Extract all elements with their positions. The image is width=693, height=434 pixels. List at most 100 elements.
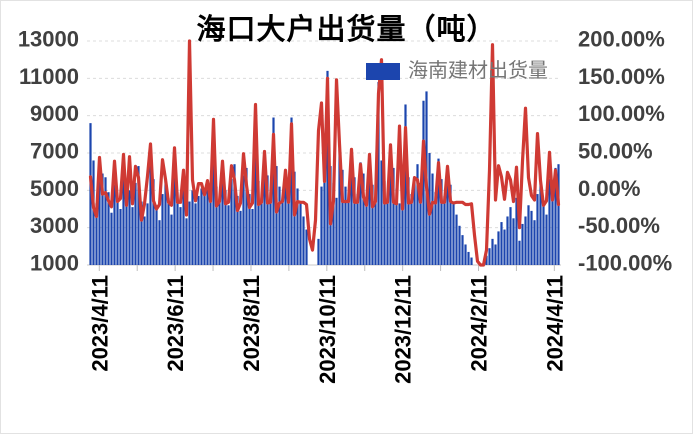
- bar: [503, 229, 506, 265]
- bar: [506, 216, 509, 265]
- y-axis-label-right: 50.00%: [578, 139, 653, 164]
- bar: [305, 229, 308, 265]
- bar: [272, 117, 275, 265]
- y-axis-label-right: -50.00%: [578, 213, 660, 238]
- bar: [518, 240, 521, 265]
- y-axis-label-left: 3000: [30, 213, 79, 238]
- bar: [221, 169, 224, 265]
- bar: [542, 203, 545, 265]
- bar: [254, 156, 257, 265]
- bar: [119, 209, 122, 265]
- bar: [188, 201, 191, 265]
- bar: [362, 173, 365, 265]
- bar: [89, 123, 92, 265]
- bar: [260, 197, 263, 265]
- x-axis-label: 2024/2/11: [467, 275, 492, 372]
- bar: [299, 203, 302, 265]
- bar: [122, 173, 125, 265]
- bar: [197, 195, 200, 265]
- y-axis-label-left: 1000: [30, 251, 79, 276]
- bar: [263, 153, 266, 265]
- bar: [179, 207, 182, 265]
- bar: [116, 199, 119, 265]
- bar: [416, 164, 419, 265]
- bar: [365, 195, 368, 265]
- bar: [335, 197, 338, 265]
- bar: [494, 244, 497, 265]
- bar: [128, 190, 131, 265]
- bar: [209, 197, 212, 265]
- bar: [296, 188, 299, 265]
- x-axis-label: 2023/12/11: [391, 275, 416, 384]
- bar: [140, 201, 143, 265]
- legend-series-label: 海南建材出货量: [408, 60, 548, 82]
- bar: [398, 203, 401, 265]
- bar: [359, 162, 362, 265]
- bar: [137, 166, 140, 265]
- legend-swatch-icon: [366, 62, 400, 80]
- bar: [275, 166, 278, 265]
- y-axis-label-left: 11000: [19, 64, 79, 89]
- bar: [371, 184, 374, 265]
- bar: [239, 210, 242, 265]
- bar: [437, 158, 440, 265]
- bar: [434, 192, 437, 265]
- bar: [467, 251, 470, 265]
- bar: [440, 179, 443, 265]
- bar: [248, 194, 251, 265]
- line-series: [88, 39, 561, 267]
- bar: [389, 145, 392, 265]
- y-axis-label-right: 150.00%: [578, 64, 665, 89]
- bar: [374, 199, 377, 265]
- bar: [488, 248, 491, 265]
- bar: [386, 197, 389, 265]
- bar: [320, 186, 323, 265]
- bar: [380, 160, 383, 265]
- y-axis-label-left: 7000: [30, 139, 79, 164]
- bar: [245, 167, 248, 265]
- bar: [332, 182, 335, 265]
- bar: [323, 175, 326, 265]
- bar: [422, 100, 425, 265]
- bar: [176, 192, 179, 265]
- bar: [317, 238, 320, 265]
- bar: [107, 192, 110, 265]
- bar: [326, 70, 329, 266]
- bar: [287, 195, 290, 265]
- bar: [251, 209, 254, 265]
- bar: [485, 255, 488, 265]
- bar: [377, 82, 380, 265]
- bar: [236, 195, 239, 265]
- bar: [491, 238, 494, 265]
- bar: [92, 160, 95, 265]
- bar: [530, 210, 533, 265]
- bar: [212, 160, 215, 265]
- bar: [353, 177, 356, 265]
- bar: [269, 192, 272, 265]
- bar: [341, 169, 344, 265]
- y-axis-label-right: -100.00%: [578, 251, 672, 276]
- bar: [446, 167, 449, 265]
- bar: [497, 231, 500, 265]
- bar: [515, 197, 518, 265]
- x-axis-label: 2023/6/11: [163, 275, 188, 372]
- bar: [383, 181, 386, 265]
- bar: [410, 194, 413, 265]
- bar: [203, 194, 206, 265]
- bar: [338, 149, 341, 265]
- bar: [419, 182, 422, 265]
- bar: [461, 235, 464, 265]
- legend: 海南建材出货量: [366, 61, 548, 81]
- bar: [524, 216, 527, 265]
- bar: [113, 184, 116, 265]
- bar: [146, 203, 149, 265]
- bar: [257, 181, 260, 265]
- y-axis-label-left: 9000: [30, 101, 79, 126]
- bar: [539, 182, 542, 265]
- bar: [242, 175, 245, 265]
- bar: [395, 188, 398, 265]
- bar: [350, 156, 353, 265]
- bar: [458, 225, 461, 265]
- bar: [104, 177, 107, 265]
- bar: [536, 194, 539, 265]
